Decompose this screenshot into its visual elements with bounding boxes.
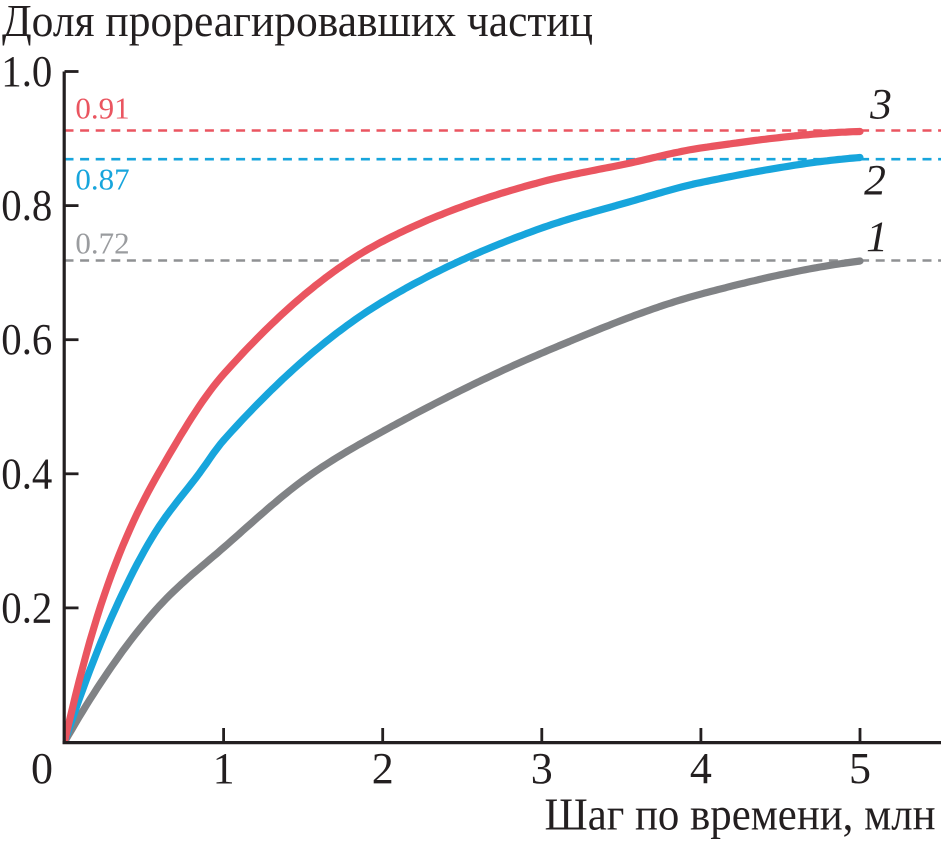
svg-text:0: 0 [31, 744, 53, 793]
svg-text:Шаг по времени, млн: Шаг по времени, млн [545, 789, 936, 840]
svg-text:0.72: 0.72 [75, 226, 129, 261]
svg-text:2: 2 [372, 744, 394, 793]
svg-text:3: 3 [869, 81, 892, 129]
svg-text:0.6: 0.6 [1, 315, 52, 364]
svg-text:4: 4 [690, 744, 712, 793]
svg-text:0.4: 0.4 [1, 449, 52, 498]
svg-text:5: 5 [849, 744, 871, 793]
svg-text:1.0: 1.0 [1, 47, 52, 96]
svg-text:Доля прореагировавших частиц: Доля прореагировавших частиц [2, 0, 593, 46]
svg-text:3: 3 [531, 744, 553, 793]
svg-text:0.87: 0.87 [75, 162, 129, 197]
svg-text:0.91: 0.91 [75, 91, 129, 126]
svg-text:1: 1 [213, 744, 235, 793]
svg-text:1: 1 [866, 213, 888, 261]
svg-text:2: 2 [864, 157, 886, 205]
svg-text:0.8: 0.8 [1, 181, 52, 230]
svg-text:0.2: 0.2 [1, 583, 52, 632]
